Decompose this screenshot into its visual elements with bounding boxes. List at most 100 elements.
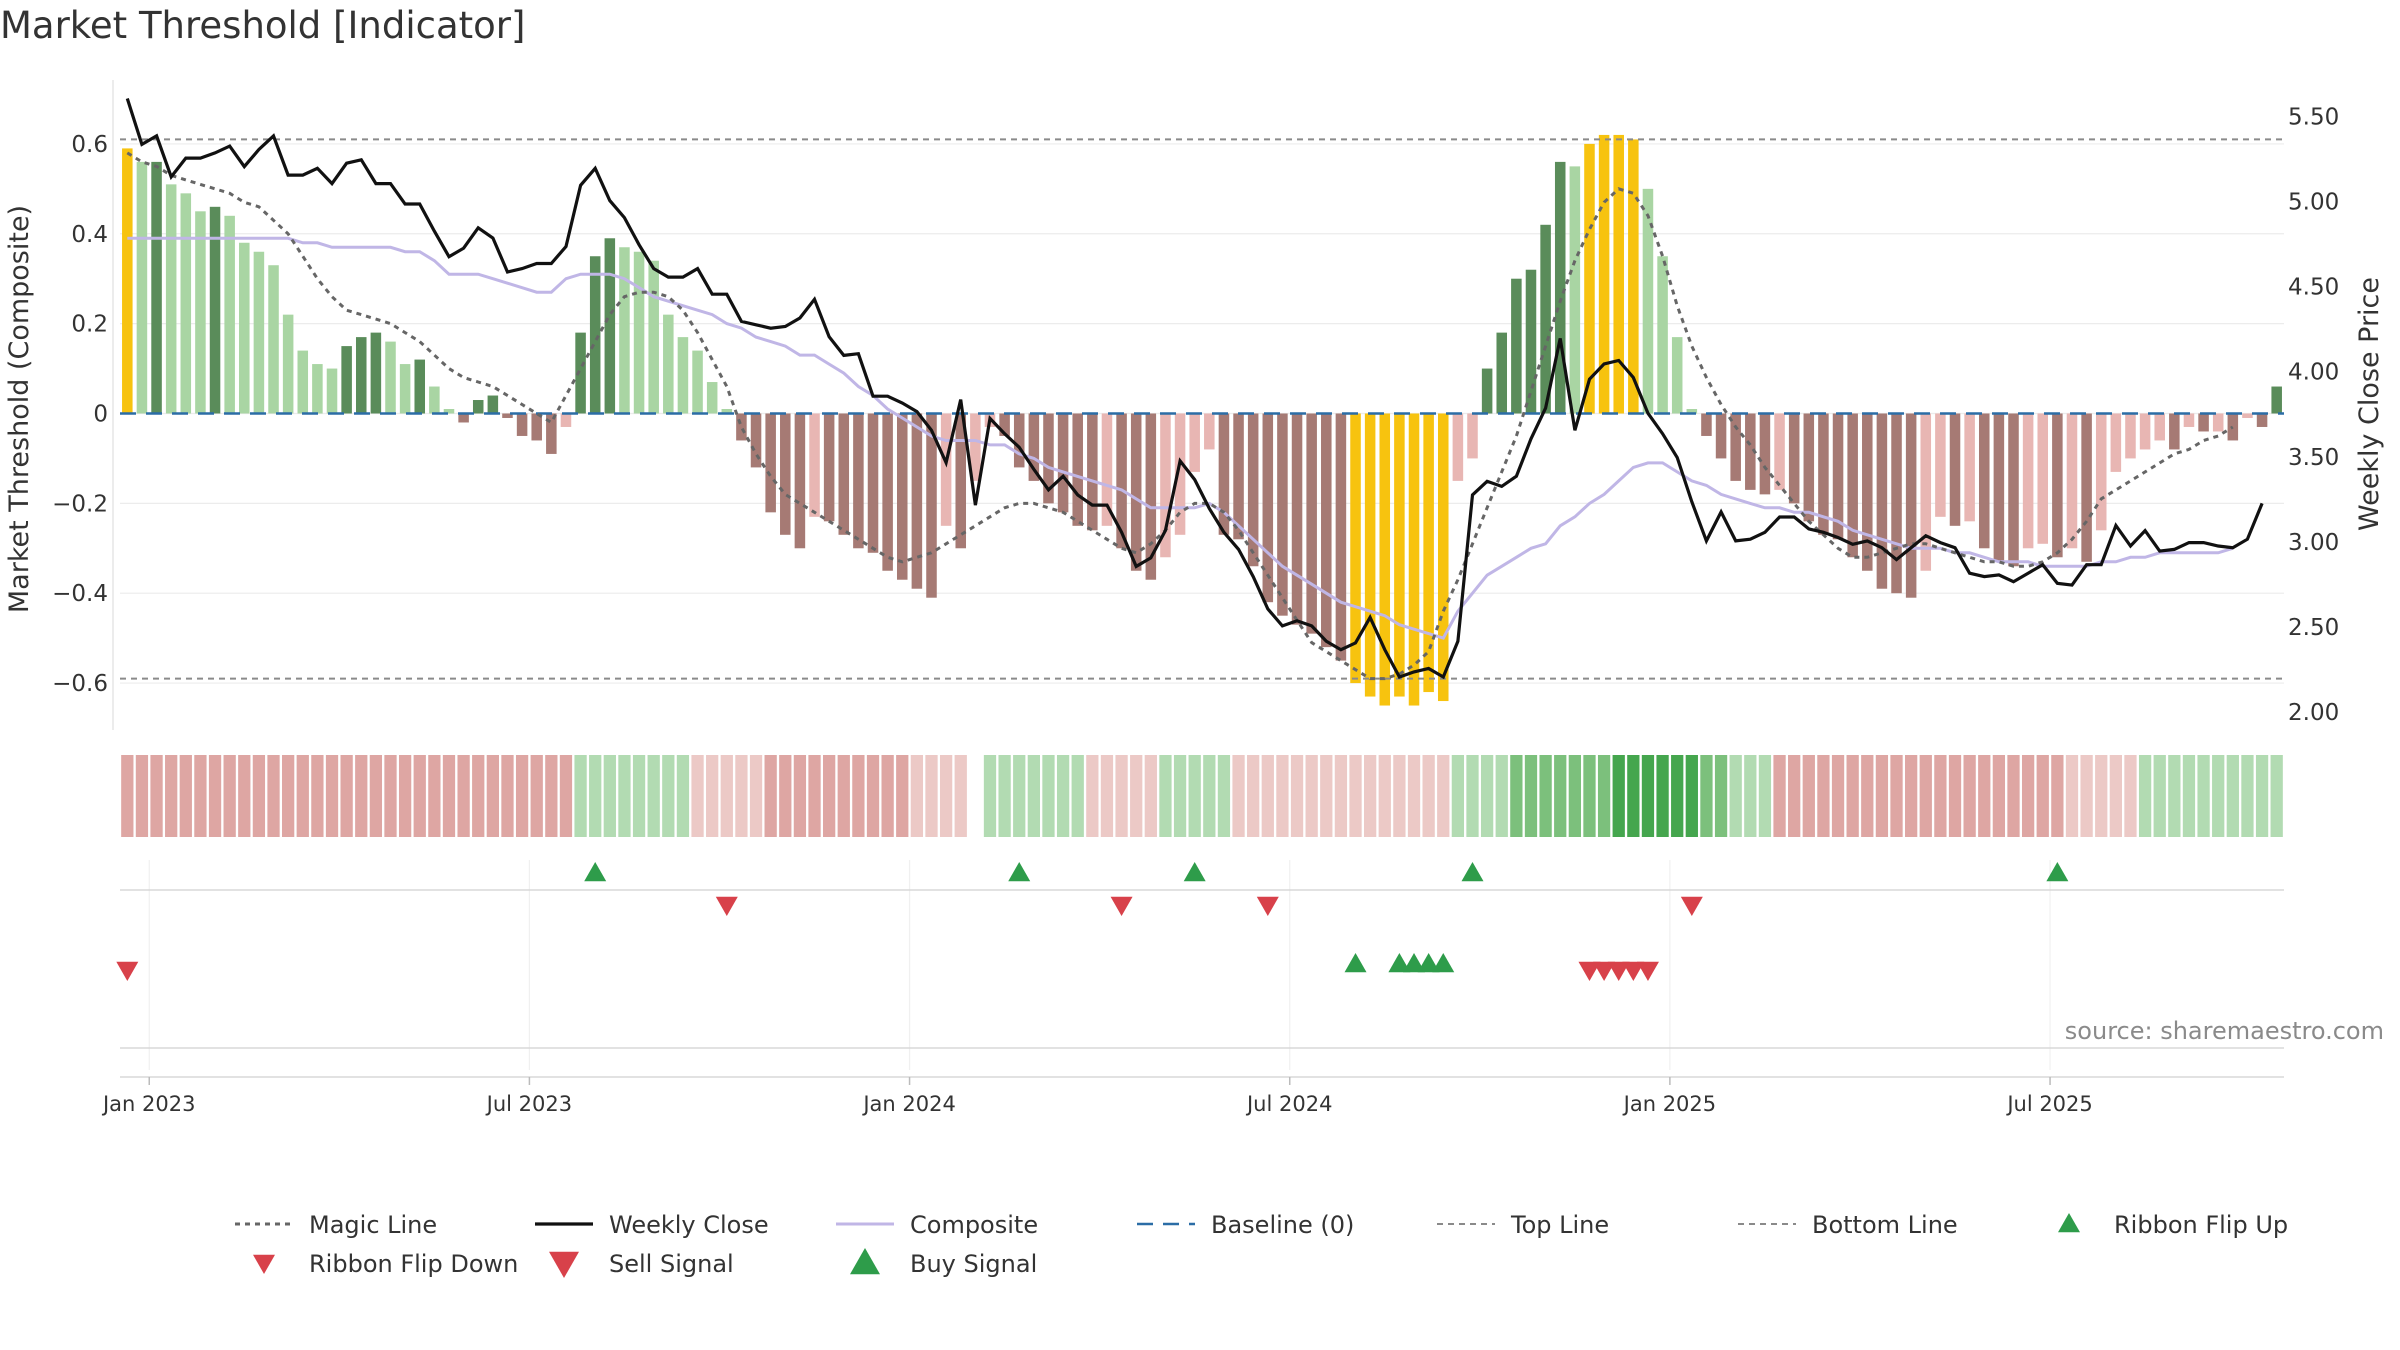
buy-signal-marker — [1403, 953, 1426, 973]
composite-bar — [546, 413, 557, 454]
ribbon-segment — [1130, 755, 1143, 837]
composite-bar — [487, 395, 499, 414]
x-tick-label: Jul 2024 — [1245, 1092, 1332, 1116]
composite-bar — [136, 161, 148, 414]
composite-bar — [1013, 413, 1025, 468]
composite-bar — [1262, 413, 1274, 603]
ribbon-segment — [779, 755, 792, 837]
ribbon-segment — [398, 755, 412, 837]
composite-bar — [1057, 413, 1069, 513]
legend-label: Buy Signal — [910, 1250, 1037, 1278]
ribbon-segment — [2036, 755, 2049, 837]
composite-bar — [867, 413, 879, 553]
composite-bar — [1321, 413, 1332, 648]
composite-bar — [2242, 413, 2253, 418]
ribbon-segment — [267, 755, 280, 837]
ribbon-segment — [1100, 755, 1114, 837]
composite-bar — [692, 350, 703, 414]
ribbon-segment — [238, 755, 251, 837]
composite-bar — [2227, 413, 2239, 441]
ribbon-flip-up-marker — [2046, 862, 2069, 882]
ribbon-segment — [1671, 755, 1684, 837]
composite-bar — [780, 413, 791, 535]
composite-bar — [2271, 386, 2282, 414]
legend-label: Bottom Line — [1812, 1211, 1958, 1239]
composite-bar — [2008, 413, 2019, 567]
composite-bar — [165, 184, 177, 414]
composite-bar — [180, 193, 192, 414]
ribbon-segment — [691, 755, 704, 837]
ribbon-segment — [2065, 755, 2079, 837]
composite-bar — [1862, 413, 1873, 571]
composite-bar — [122, 148, 133, 414]
ribbon-segment — [881, 755, 894, 837]
ribbon-segment — [1144, 755, 1157, 837]
weekly-close-line — [125, 98, 2264, 680]
composite-bar — [838, 413, 850, 535]
ribbon-segment — [808, 755, 821, 837]
buy-signal-marker — [1432, 953, 1455, 973]
composite-bar — [1847, 413, 1858, 558]
ribbon-segment — [618, 755, 631, 837]
ribbon-segment — [1773, 755, 1786, 837]
composite-bar — [2081, 413, 2092, 562]
ribbon-segment — [150, 755, 163, 837]
ribbon-segment — [1948, 755, 1962, 837]
legend-label: Weekly Close — [609, 1211, 769, 1239]
ribbon-flip-down-marker — [1256, 896, 1279, 916]
composite-bar — [648, 260, 659, 414]
ribbon-segment — [1086, 755, 1099, 837]
ribbon-segment — [1320, 755, 1333, 837]
ribbon-segment — [632, 755, 646, 837]
composite-bar — [677, 337, 689, 414]
ribbon-segment — [208, 755, 222, 837]
composite-bar — [1043, 413, 1054, 504]
ribbon-segment — [486, 755, 499, 837]
composite-bar — [1364, 413, 1376, 697]
composite-bar — [575, 332, 586, 414]
composite-bar — [1087, 413, 1098, 531]
ribbon-segment — [647, 755, 660, 837]
ribbon-segment — [2109, 755, 2122, 837]
composite-bar — [1949, 413, 1961, 526]
ribbon-segment — [2153, 755, 2166, 837]
ribbon-flip-down-marker — [1110, 896, 1133, 916]
composite-bar — [794, 413, 806, 549]
ribbon-segment — [165, 755, 178, 837]
buy-signal-marker — [1388, 953, 1411, 973]
ribbon-segment — [1510, 755, 1523, 837]
composite-bar — [1715, 413, 1727, 459]
ribbon-segment — [1349, 755, 1362, 837]
ribbon-segment — [2138, 755, 2152, 837]
ribbon-segment — [676, 755, 690, 837]
legend-item: Top Line — [1437, 1211, 1609, 1239]
composite-bar — [955, 413, 967, 549]
ribbon-segment — [135, 755, 149, 837]
composite-bar — [999, 413, 1010, 436]
ribbon-flip-up-marker — [584, 862, 607, 882]
composite-bar — [1935, 413, 1946, 517]
composite-bar — [1306, 413, 1317, 634]
ribbon-segment — [2095, 755, 2108, 837]
ribbon-segment — [1656, 755, 1669, 837]
y-tick-left-label: 0.2 — [71, 312, 108, 338]
ribbon-segment — [457, 755, 470, 837]
composite-bar — [1452, 413, 1464, 481]
ribbon-segment — [2182, 755, 2196, 837]
ribbon-segment — [1992, 755, 2006, 837]
composite-bar — [1174, 413, 1186, 535]
ribbon-segment — [735, 755, 748, 837]
composite-bar — [414, 359, 426, 414]
legend-item: Ribbon Flip Up — [2058, 1211, 2288, 1239]
ribbon-segment — [1568, 755, 1581, 837]
composite-bar — [2110, 413, 2122, 472]
ribbon-segment — [2124, 755, 2137, 837]
composite-bar — [1745, 413, 1756, 490]
ribbon-segment — [1788, 755, 1801, 837]
composite-bar — [1525, 269, 1537, 414]
y-axis-right-label: Weekly Close Price — [2354, 277, 2385, 531]
composite-line — [127, 236, 2234, 640]
composite-bar — [1028, 413, 1040, 481]
ribbon-segment — [574, 755, 587, 837]
ribbon-segment — [296, 755, 309, 837]
